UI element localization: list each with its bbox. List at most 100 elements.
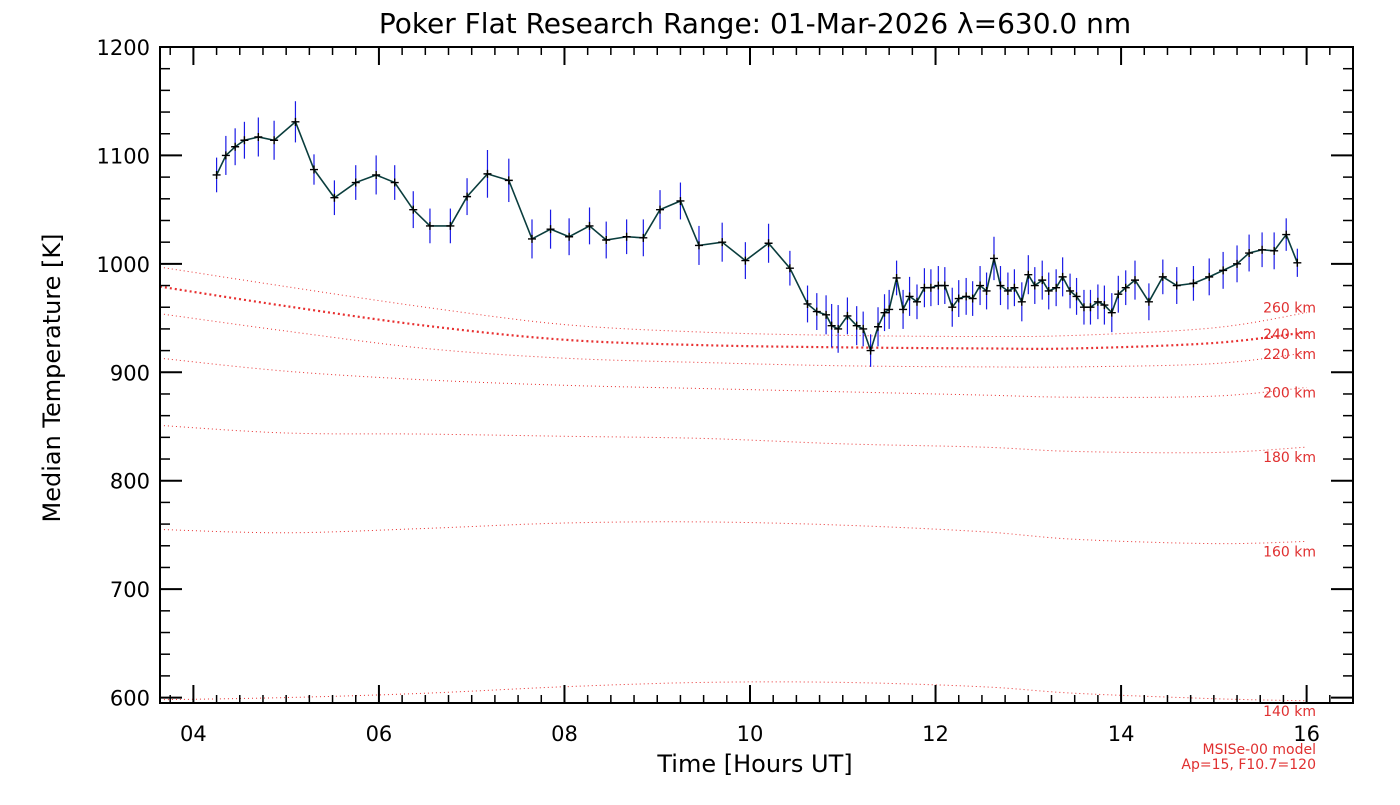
data-point	[602, 236, 611, 245]
data-point	[764, 239, 773, 248]
data-point	[676, 196, 685, 205]
y-tick-label: 1000	[97, 253, 150, 277]
data-point	[812, 307, 821, 316]
data-point	[1172, 281, 1181, 290]
x-tick-label: 04	[180, 722, 207, 746]
data-point	[1058, 272, 1067, 281]
data-point	[1233, 259, 1242, 268]
data-point	[834, 324, 843, 333]
data-point	[892, 273, 901, 282]
data-point	[270, 136, 279, 145]
model-curve-label: 220 km	[1263, 347, 1316, 363]
data-point	[1205, 272, 1214, 281]
x-tick-label: 12	[922, 722, 949, 746]
data-point	[546, 225, 555, 234]
data-point	[866, 346, 875, 355]
data-point	[240, 136, 249, 145]
data-point	[1258, 245, 1267, 254]
data-point	[874, 322, 883, 331]
y-tick-label: 700	[110, 578, 150, 602]
y-tick-label: 900	[110, 361, 150, 385]
x-tick-label: 08	[551, 722, 578, 746]
model-curve-label: 180 km	[1263, 450, 1316, 466]
model-curve-140-km	[159, 681, 1307, 702]
model-note-line2: Ap=15, F10.7=120	[1181, 757, 1316, 773]
data-point	[948, 303, 957, 312]
data-point	[996, 281, 1005, 290]
data-point	[330, 193, 339, 202]
chart-title: Poker Flat Research Range: 01-Mar-2026 λ…	[379, 7, 1131, 40]
model-note-line1: MSISe-00 model	[1202, 742, 1316, 758]
model-curve-label: 200 km	[1263, 385, 1316, 401]
data-point	[1121, 283, 1130, 292]
data-point	[1130, 276, 1139, 285]
x-tick-label: 10	[737, 722, 764, 746]
data-point	[1044, 286, 1053, 295]
data-point	[231, 142, 240, 151]
data-point	[291, 117, 300, 126]
y-tick-label: 1200	[97, 36, 150, 60]
data-point	[954, 294, 963, 303]
data-point	[859, 324, 868, 333]
x-axis-label: Time [Hours UT]	[656, 750, 852, 778]
data-point	[905, 292, 914, 301]
data-point	[880, 308, 889, 317]
data-point	[528, 234, 537, 243]
x-tick-label: 14	[1108, 722, 1135, 746]
model-curve-label: 140 km	[1263, 704, 1316, 720]
data-point	[221, 151, 230, 160]
model-curve-160-km	[159, 521, 1307, 545]
measured-line	[215, 120, 1299, 354]
data-point	[827, 321, 836, 330]
y-tick-label: 1100	[97, 144, 150, 168]
model-curve-180-km	[159, 424, 1307, 454]
y-tick-label: 800	[110, 470, 150, 494]
data-point	[989, 254, 998, 263]
data-point	[351, 178, 360, 187]
data-point	[741, 256, 750, 265]
model-curve-200-km	[159, 357, 1307, 398]
data-point	[1066, 286, 1075, 295]
data-point	[1144, 297, 1153, 306]
data-point	[822, 310, 831, 319]
data-point	[885, 305, 894, 314]
data-point	[1114, 290, 1123, 299]
data-point	[656, 205, 665, 214]
data-point	[309, 165, 318, 174]
data-point	[639, 233, 648, 242]
model-curve-220-km	[159, 313, 1307, 368]
data-point	[843, 311, 852, 320]
model-curves: 140 km 160 km 180 km 200 km 220 km 240 km 260 …	[159, 266, 1316, 720]
data-point	[1072, 292, 1081, 301]
data-point	[1052, 283, 1061, 292]
data-point	[968, 294, 977, 303]
data-point	[1024, 270, 1033, 279]
data-point	[1100, 301, 1109, 310]
data-point	[585, 221, 594, 230]
plot-frame	[159, 46, 1354, 704]
data-point	[504, 176, 513, 185]
data-point	[390, 178, 399, 187]
data-point	[446, 221, 455, 230]
x-tick-label: 06	[366, 722, 393, 746]
data-point	[976, 281, 985, 290]
data-point	[899, 305, 908, 314]
data-point	[1158, 272, 1167, 281]
data-point	[463, 192, 472, 201]
y-tick-label: 600	[110, 687, 150, 711]
data-point	[1030, 281, 1039, 290]
model-curve-label: 160 km	[1263, 544, 1316, 560]
data-point	[785, 264, 794, 273]
data-point	[565, 232, 574, 241]
data-point	[1245, 249, 1254, 258]
data-point	[1282, 230, 1291, 239]
model-curve-label: 260 km	[1263, 301, 1316, 317]
data-point	[212, 170, 221, 179]
data-point	[1189, 279, 1198, 288]
data-point	[1219, 266, 1228, 275]
data-point	[483, 169, 492, 178]
data-point	[694, 241, 703, 250]
data-point	[940, 281, 949, 290]
data-point	[926, 283, 935, 292]
